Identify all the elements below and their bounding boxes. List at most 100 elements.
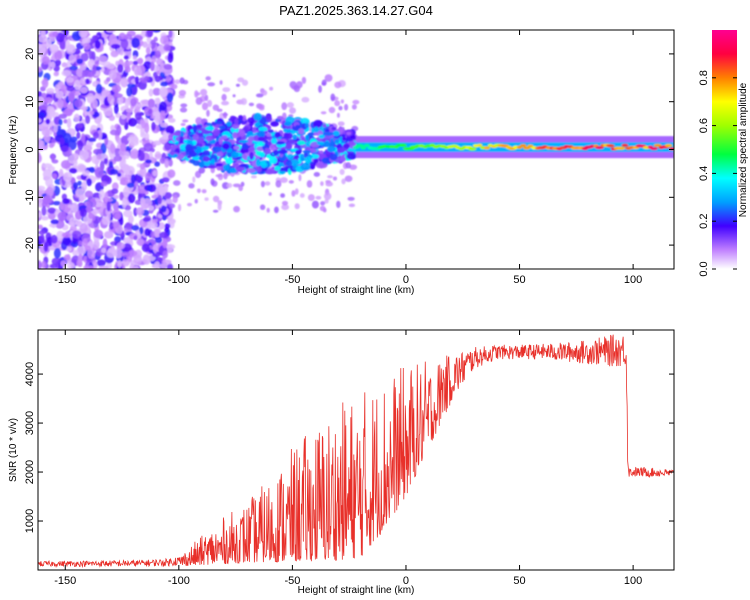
spectrogram-x-ticks: -150 -100 -50 0 50 100: [54, 30, 642, 286]
y-tick-label: 10: [24, 96, 36, 108]
heatmap-cell: [243, 126, 249, 132]
heatmap-cell: [54, 59, 61, 67]
heatmap-cell: [38, 112, 46, 118]
heatmap-cell: [205, 135, 213, 142]
heatmap-cell: [291, 190, 296, 197]
heatmap-cell: [274, 165, 281, 171]
y-tick-label: 3000: [24, 411, 36, 435]
heatmap-cell: [93, 229, 104, 239]
heatmap-cell: [280, 193, 286, 198]
heatmap-cell: [132, 55, 137, 61]
heatmap-cell: [341, 134, 346, 138]
heatmap-cell: [253, 112, 262, 121]
heatmap-cell: [130, 174, 136, 185]
heatmap-cell: [212, 146, 222, 153]
heatmap-cell: [168, 159, 173, 167]
heatmap-cell: [226, 121, 232, 127]
heatmap-cell: [80, 53, 89, 62]
heatmap-cell: [260, 180, 265, 188]
heatmap-cell: [144, 75, 150, 82]
heatmap-cell: [75, 220, 80, 226]
heatmap-cell: [141, 243, 150, 253]
heatmap-cell: [188, 183, 195, 189]
heatmap-cell: [259, 204, 266, 211]
heatmap-cell: [329, 153, 338, 161]
heatmap-cell: [316, 141, 325, 146]
heatmap-cell: [162, 130, 168, 140]
heatmap-cell: [169, 150, 175, 156]
heatmap-cell: [304, 156, 312, 164]
heatmap-cell: [239, 129, 246, 137]
heatmap-cell: [43, 241, 49, 253]
heatmap-cell: [134, 76, 140, 85]
heatmap-cell: [50, 61, 56, 69]
heatmap-cell: [122, 259, 130, 267]
heatmap-cell: [238, 115, 244, 120]
heatmap-cell: [165, 244, 174, 254]
heatmap-cell: [219, 80, 223, 85]
heatmap-cell: [328, 106, 336, 114]
heatmap-cell: [84, 190, 94, 198]
heatmap-cell: [159, 263, 168, 269]
heatmap-cell: [67, 154, 78, 165]
heatmap-cell: [152, 140, 162, 146]
heatmap-cell: [242, 115, 247, 122]
heatmap-cell: [38, 139, 44, 149]
x-tick-label: 100: [624, 274, 642, 286]
colorbar-tick-label: 0.0: [698, 261, 710, 276]
heatmap-cell: [344, 103, 349, 111]
heatmap-cell: [621, 143, 629, 147]
heatmap-cell: [144, 132, 150, 141]
heatmap-cell: [126, 182, 135, 188]
heatmap-cell: [135, 207, 145, 216]
heatmap-cell: [200, 88, 208, 96]
colorbar-tick-label: 0.2: [698, 214, 710, 229]
heatmap-cell: [46, 87, 55, 94]
heatmap-cell: [352, 99, 360, 105]
heatmap-cell: [305, 123, 310, 128]
figure-title: PAZ1.2025.363.14.27.G04: [279, 3, 433, 18]
heatmap-cell: [53, 247, 61, 259]
heatmap-cell: [77, 140, 84, 151]
heatmap-cell: [281, 204, 290, 211]
heatmap-cell: [79, 77, 87, 85]
heatmap-cell: [82, 170, 90, 176]
heatmap-cell: [85, 205, 92, 214]
heatmap-cell: [80, 133, 86, 144]
x-tick-label: 50: [513, 274, 525, 286]
heatmap-cell: [114, 212, 121, 220]
heatmap-cell: [162, 238, 168, 249]
heatmap-cell: [341, 178, 346, 185]
heatmap-cell: [225, 157, 234, 165]
heatmap-cell: [322, 123, 327, 128]
x-tick-label: 0: [403, 575, 409, 587]
heatmap-cell: [38, 66, 43, 73]
heatmap-cell: [223, 111, 228, 119]
heatmap-cell: [50, 219, 59, 225]
snr-line: [38, 334, 674, 569]
heatmap-cell: [206, 109, 210, 117]
snr-y-ticks: 1000 2000 3000 4000: [24, 362, 674, 533]
heatmap-cell: [142, 198, 153, 208]
x-tick-label: -150: [54, 575, 76, 587]
heatmap-cell: [116, 242, 126, 250]
heatmap-cell: [42, 168, 52, 180]
x-tick-label: -100: [168, 575, 190, 587]
heatmap-cell: [62, 132, 72, 144]
heatmap-cell: [53, 71, 60, 77]
heatmap-cell: [108, 115, 115, 122]
heatmap-cell: [160, 81, 168, 87]
colorbar-label: Normalized spectral amplitude: [738, 82, 749, 217]
heatmap-cell: [123, 209, 133, 218]
heatmap-cell: [59, 168, 64, 177]
heatmap-cell: [204, 143, 212, 147]
heatmap-cell: [151, 30, 161, 33]
heatmap-cell: [261, 90, 268, 96]
heatmap-cell: [100, 247, 107, 254]
heatmap-cell: [325, 181, 333, 187]
heatmap-cell: [664, 143, 673, 148]
heatmap-cell: [150, 61, 155, 72]
heatmap-cell: [212, 209, 219, 213]
heatmap-cell: [212, 195, 220, 203]
heatmap-cell: [79, 149, 90, 161]
